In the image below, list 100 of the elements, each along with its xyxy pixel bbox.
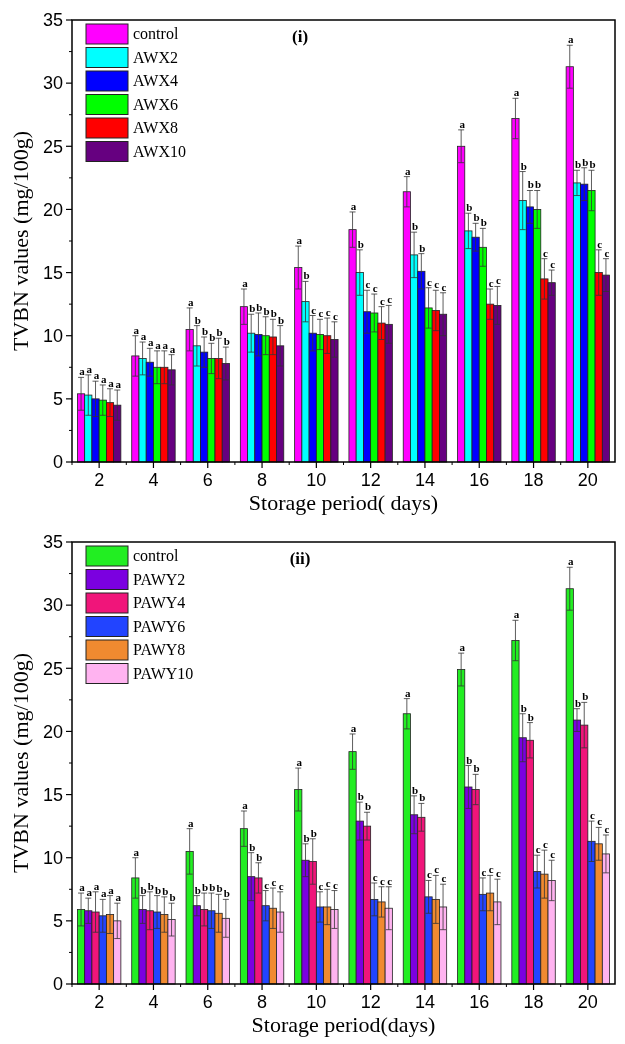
data-label: a	[108, 376, 115, 389]
legend-label: PAWY4	[133, 594, 186, 611]
x-tick-label: 14	[414, 470, 435, 490]
data-label: c	[441, 872, 447, 885]
data-label: a	[115, 378, 122, 391]
data-label: b	[256, 300, 263, 313]
data-label: b	[473, 211, 480, 224]
data-label: b	[520, 701, 527, 714]
data-label: c	[325, 877, 331, 890]
data-label: b	[535, 178, 542, 191]
data-label: a	[513, 608, 520, 621]
data-label: c	[325, 306, 331, 319]
data-label: a	[296, 234, 303, 247]
data-label: c	[427, 868, 433, 881]
y-tick-label: 35	[42, 532, 63, 553]
data-label: b	[209, 331, 216, 344]
x-tick-label: 12	[360, 992, 381, 1012]
x-tick-label: 20	[577, 470, 598, 490]
data-label: a	[242, 276, 249, 289]
data-label: b	[582, 690, 589, 703]
x-tick-label: 2	[94, 992, 105, 1012]
data-label: c	[597, 815, 603, 828]
legend-label: AWX10	[133, 142, 186, 160]
data-label: b	[202, 881, 209, 894]
chart-title: (i)	[292, 27, 309, 46]
data-label: b	[209, 881, 216, 894]
y-tick-label: 0	[52, 452, 63, 473]
y-tick-label: 15	[42, 784, 63, 805]
data-label: b	[147, 879, 154, 892]
y-tick-label: 30	[42, 73, 63, 94]
data-label: b	[527, 178, 534, 191]
data-label: c	[278, 879, 284, 892]
data-label: b	[364, 800, 372, 813]
data-label: c	[318, 307, 324, 320]
data-label: c	[311, 303, 317, 316]
data-label: a	[148, 336, 155, 349]
data-label: a	[93, 369, 100, 382]
data-label: a	[187, 816, 194, 829]
data-label: c	[550, 258, 556, 271]
data-label: c	[387, 874, 393, 887]
y-tick-label: 15	[42, 262, 63, 283]
x-tick-label: 2	[94, 470, 105, 490]
x-axis-title: Storage period(days)	[251, 1012, 436, 1037]
data-label: a	[513, 86, 520, 99]
y-tick-label: 20	[42, 199, 63, 220]
data-label: c	[542, 246, 548, 259]
data-label: a	[350, 199, 357, 212]
data-label: b	[574, 696, 582, 709]
data-label: b	[216, 326, 223, 339]
y-axis-title: TVBN values (mg/100g)	[8, 131, 33, 351]
data-label: b	[270, 307, 277, 320]
data-label: b	[223, 887, 230, 900]
x-tick-label: 8	[257, 470, 268, 490]
data-label: a	[405, 686, 412, 699]
data-label: c	[427, 275, 433, 288]
legend-label: AWX2	[133, 48, 178, 66]
data-label: c	[542, 838, 548, 851]
x-tick-label: 16	[469, 470, 490, 490]
x-axis-title: Storage period( days)	[248, 490, 439, 515]
y-tick-label: 35	[42, 10, 63, 31]
data-label: c	[495, 274, 501, 287]
data-label: a	[568, 555, 574, 568]
data-label: b	[412, 220, 419, 233]
data-label: c	[372, 282, 378, 295]
data-label: b	[419, 791, 426, 804]
data-label: a	[459, 117, 466, 130]
y-tick-label: 10	[42, 326, 63, 347]
data-label: b	[419, 241, 426, 254]
legend-label: PAWY10	[133, 664, 194, 682]
legend-label: AWX6	[133, 95, 178, 113]
legend-label: AWX4	[133, 72, 178, 89]
data-label: b	[466, 753, 473, 766]
data-label: c	[597, 237, 603, 250]
x-tick-label: 18	[523, 470, 544, 490]
data-label: a	[350, 721, 357, 734]
data-label: b	[216, 882, 223, 895]
data-label: a	[140, 330, 147, 343]
data-label: c	[481, 865, 487, 878]
data-label: a	[79, 881, 86, 894]
data-label: b	[249, 302, 256, 315]
data-label: a	[169, 342, 176, 355]
data-label: b	[202, 324, 209, 337]
data-label: b	[194, 313, 201, 326]
data-label: c	[434, 278, 440, 291]
data-label: c	[380, 294, 386, 307]
data-label: a	[405, 164, 412, 177]
data-label: c	[441, 280, 447, 293]
data-label: b	[169, 891, 176, 904]
data-label: b	[303, 269, 310, 282]
data-label: a	[568, 33, 574, 46]
data-label: b	[223, 335, 230, 348]
data-label: c	[380, 874, 386, 887]
data-label: a	[93, 879, 100, 892]
data-label: b	[589, 158, 596, 171]
data-label: c	[271, 876, 277, 889]
x-tick-label: 10	[306, 992, 327, 1012]
data-label: b	[162, 884, 169, 897]
y-axis-title: TVBN values (mg/100g)	[8, 653, 33, 873]
data-label: b	[303, 831, 310, 844]
data-label: c	[590, 809, 596, 822]
